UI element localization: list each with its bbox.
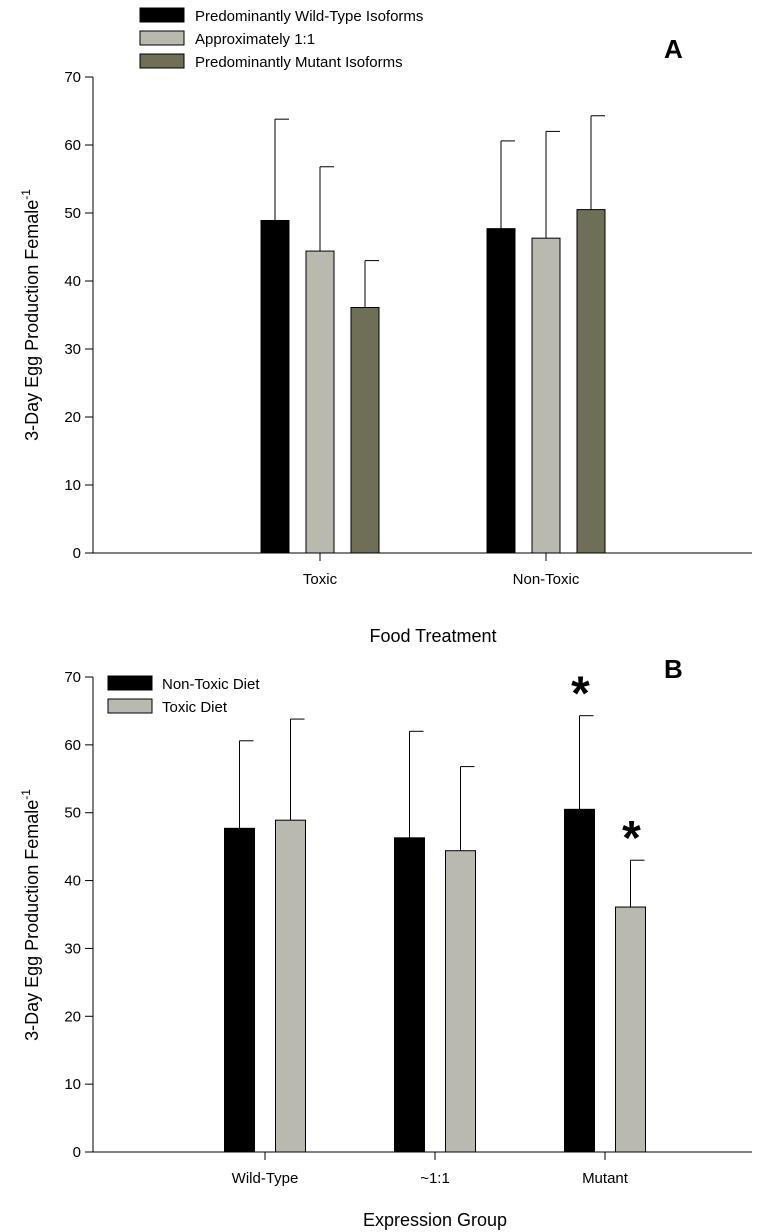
x-tick-label: Non-Toxic (513, 571, 580, 588)
x-tick-label: Mutant (582, 1170, 629, 1187)
y-axis-title-superscript: -1 (19, 789, 33, 800)
bar (305, 250, 335, 554)
y-tick-label: 0 (73, 1144, 81, 1161)
y-tick-label: 20 (64, 409, 81, 426)
bar (576, 209, 606, 554)
legend-swatch (139, 53, 185, 69)
y-tick-label: 10 (64, 477, 81, 494)
x-axis-title: Food Treatment (369, 626, 496, 646)
legend-label: Approximately 1:1 (195, 31, 315, 48)
bar (394, 837, 425, 1153)
bar (564, 808, 595, 1153)
x-axis-title: Expression Group (363, 1210, 507, 1230)
legend-label: Non-Toxic Diet (162, 676, 260, 693)
bar (531, 237, 561, 554)
panel-a: 0 10 20 30 40 50 60 70 Toxic Non-Toxic Predominant… (19, 7, 752, 646)
y-axis-title: 3-Day Egg Production Female-1 (19, 189, 42, 441)
y-tick-label: 70 (64, 69, 81, 86)
y-tick-label: 60 (64, 737, 81, 754)
y-axis-title-superscript: -1 (19, 189, 33, 200)
panel-label: A (664, 34, 683, 64)
x-tick-label: ~1:1 (420, 1170, 450, 1187)
panel-label: B (664, 654, 683, 684)
y-axis-title: 3-Day Egg Production Female-1 (19, 789, 42, 1041)
x-tick-label: Toxic (303, 571, 338, 588)
y-tick-label: 70 (64, 669, 81, 686)
bar (615, 906, 646, 1153)
bar (350, 307, 380, 554)
legend-swatch (107, 698, 153, 714)
bar (486, 228, 516, 554)
y-tick-label: 0 (73, 545, 81, 562)
bar (224, 827, 255, 1153)
y-tick-label: 40 (64, 273, 81, 290)
y-tick-label: 50 (64, 805, 81, 822)
significance-asterisk: * (571, 668, 590, 721)
bar (445, 850, 476, 1153)
y-tick-label: 60 (64, 137, 81, 154)
legend-swatch (107, 675, 153, 691)
y-axis-title-text: 3-Day Egg Production Female (22, 200, 42, 441)
y-tick-label: 50 (64, 205, 81, 222)
y-tick-label: 20 (64, 1008, 81, 1025)
legend-label: Predominantly Wild-Type Isoforms (195, 8, 423, 25)
y-tick-label: 30 (64, 341, 81, 358)
x-tick-label: Wild-Type (232, 1170, 299, 1187)
legend-label: Predominantly Mutant Isoforms (195, 54, 403, 71)
y-axis-title-text: 3-Day Egg Production Female (22, 800, 42, 1041)
bar (275, 819, 306, 1153)
y-tick-label: 30 (64, 940, 81, 957)
significance-asterisk: * (622, 812, 641, 865)
y-tick-label: 40 (64, 873, 81, 890)
legend-swatch (139, 7, 185, 23)
bar (260, 219, 290, 554)
legend-swatch (139, 30, 185, 46)
panel-b: 0 10 20 30 40 50 60 70 Wild-Type ~1:1 Mutant * * Non-… (19, 654, 752, 1230)
y-tick-label: 10 (64, 1076, 81, 1093)
legend-label: Toxic Diet (162, 699, 228, 716)
